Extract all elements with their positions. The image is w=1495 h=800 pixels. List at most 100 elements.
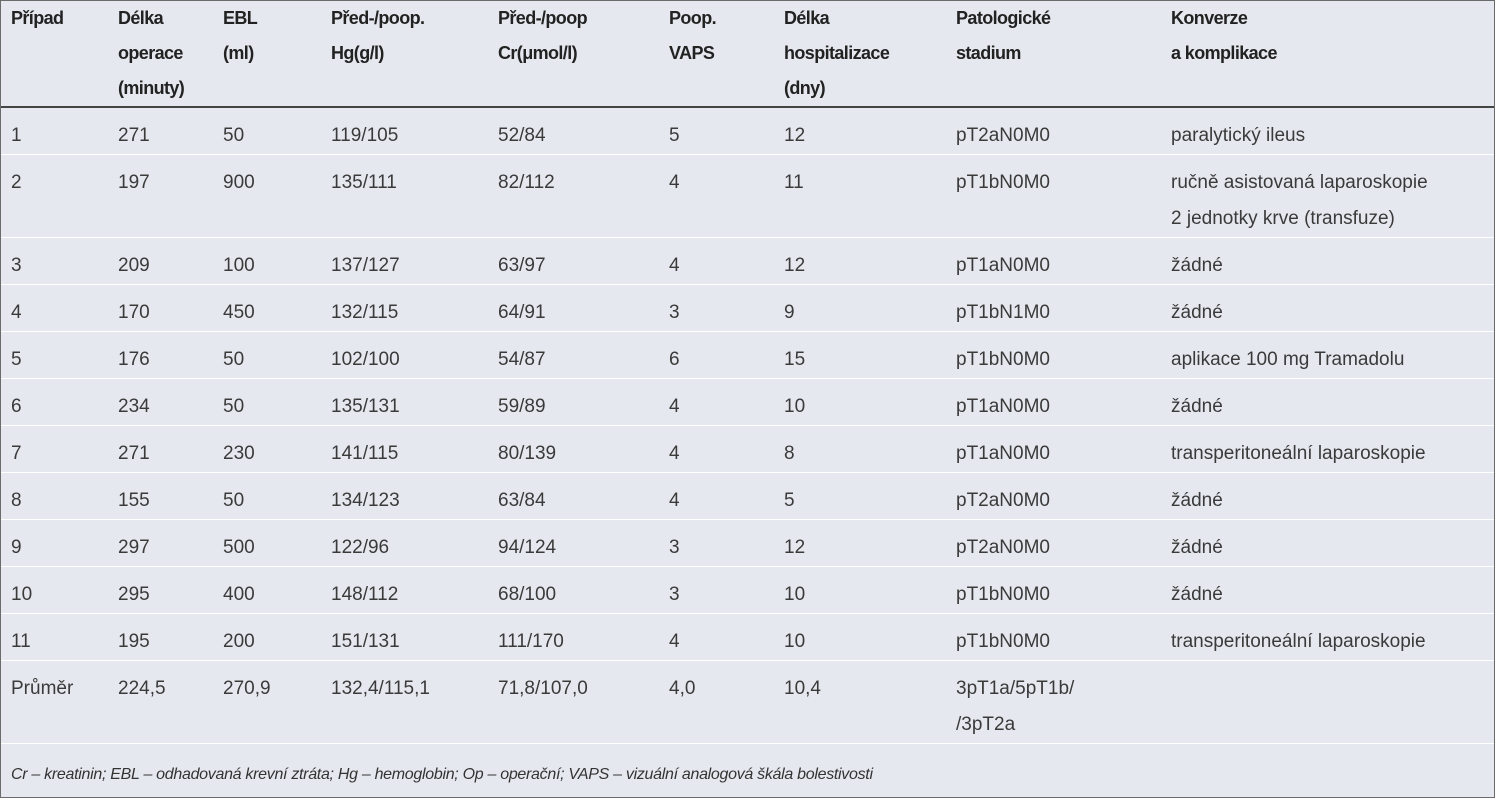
cell-line: Patologické: [956, 8, 1051, 28]
table-cell: 50: [213, 378, 321, 426]
table-row: 10 295 400 148/112 68/100 3 10 pT1bN0M0 žádné: [1, 566, 1494, 614]
cell-line: Případ: [11, 8, 64, 28]
table-cell: 4: [659, 613, 774, 661]
table-cell: 132,4/115,1: [321, 660, 488, 744]
table-cell: aplikace 100 mg Tramadolu: [1161, 331, 1494, 379]
cell-line: (minuty): [118, 78, 185, 98]
table-cell: 54/87: [488, 331, 659, 379]
table-cell: 6: [1, 378, 108, 426]
table-cell: 141/115: [321, 425, 488, 473]
table-cell: 135/131: [321, 378, 488, 426]
table-cell: 170: [108, 284, 213, 332]
table-cell: 155: [108, 472, 213, 520]
table-cell: 64/91: [488, 284, 659, 332]
cell-line: a komplikace: [1171, 43, 1277, 63]
table-cell: 134/123: [321, 472, 488, 520]
table-cell: 3: [659, 284, 774, 332]
table-cell: 900: [213, 154, 321, 238]
table-cell: 82/112: [488, 154, 659, 238]
table-cell: žádné: [1161, 378, 1494, 426]
table-cell: transperitoneální laparoskopie: [1161, 613, 1494, 661]
table-cell: 2: [1, 154, 108, 238]
header-cell: Patologické stadium: [946, 1, 1161, 108]
table-cell: 297: [108, 519, 213, 567]
table-row: 4 170 450 132/115 64/91 3 9 pT1bN1M0 žádné: [1, 284, 1494, 332]
header-cell: Před-/poop. Hg(g/l): [321, 1, 488, 108]
table-cell: pT2aN0M0: [946, 472, 1161, 520]
table-cell: 71,8/107,0: [488, 660, 659, 744]
table-cell: pT2aN0M0: [946, 519, 1161, 567]
table-cell: pT1bN1M0: [946, 284, 1161, 332]
cell-line: hospitalizace: [784, 43, 890, 63]
cell-line: Délka: [784, 8, 830, 28]
table-cell: 4,0: [659, 660, 774, 744]
cell-line: VAPS: [669, 43, 715, 63]
table-cell: 4: [659, 154, 774, 238]
table-cell: 4: [659, 472, 774, 520]
table-cell: 4: [1, 284, 108, 332]
table-cell: 151/131: [321, 613, 488, 661]
cell-line: EBL: [223, 8, 258, 28]
table-cell: 12: [774, 519, 946, 567]
table-cell: 132/115: [321, 284, 488, 332]
table-cell: 10: [1, 566, 108, 614]
table-cell: 52/84: [488, 107, 659, 155]
cell-line: Cr(μmol/l): [498, 43, 578, 63]
table-cell: 5: [1, 331, 108, 379]
table-cell: 6: [659, 331, 774, 379]
table-cell: pT1bN0M0: [946, 566, 1161, 614]
table-row: 7 271 230 141/115 80/139 4 8 pT1aN0M0 transperit…: [1, 425, 1494, 473]
table-cell: 50: [213, 472, 321, 520]
table-row: 3 209 100 137/127 63/97 4 12 pT1aN0M0 žádné: [1, 237, 1494, 285]
table-cell: 209: [108, 237, 213, 285]
table-row: Průměr 224,5 270,9 132,4/115,1 71,8/107,0 4,0…: [1, 660, 1494, 744]
table-cell: 50: [213, 107, 321, 155]
table-cell: pT1bN0M0: [946, 331, 1161, 379]
table-cell: 500: [213, 519, 321, 567]
table-row: 5 176 50 102/100 54/87 6 15 pT1bN0M0 aplikace 10…: [1, 331, 1494, 379]
cell-line: Poop.: [669, 8, 717, 28]
cell-line: /3pT2a: [956, 714, 1016, 735]
table-cell: 12: [774, 237, 946, 285]
table-cell: 224,5: [108, 660, 213, 744]
table-cell: pT1aN0M0: [946, 237, 1161, 285]
table-cell: 80/139: [488, 425, 659, 473]
table-cell: pT2aN0M0: [946, 107, 1161, 155]
cell-line: Před-/poop: [498, 8, 588, 28]
cell-line: Před-/poop.: [331, 8, 425, 28]
table-cell: 3pT1a/5pT1b/ /3pT2a: [946, 660, 1161, 744]
table-cell: transperitoneální laparoskopie: [1161, 425, 1494, 473]
table-cell: paralytický ileus: [1161, 107, 1494, 155]
table-cell: 8: [1, 472, 108, 520]
table-cell: 195: [108, 613, 213, 661]
table-cell: 50: [213, 331, 321, 379]
table-row: 11 195 200 151/131 111/170 4 10 pT1bN0M0 transpe…: [1, 613, 1494, 661]
data-table: Případ Délka operace (minuty) EBL (ml) Před-/p…: [1, 1, 1494, 744]
table-cell: 122/96: [321, 519, 488, 567]
table-cell: 148/112: [321, 566, 488, 614]
table-cell: 4: [659, 425, 774, 473]
cell-line: Hg(g/l): [331, 43, 384, 63]
cell-line: operace: [118, 43, 183, 63]
table-cell: 102/100: [321, 331, 488, 379]
table-cell: žádné: [1161, 237, 1494, 285]
table-cell: 295: [108, 566, 213, 614]
cell-line: 2 jednotky krve (transfuze): [1171, 208, 1395, 229]
table-cell: Průměr: [1, 660, 108, 744]
table-row: 8 155 50 134/123 63/84 4 5 pT2aN0M0 žádné: [1, 472, 1494, 520]
table-cell: 5: [774, 472, 946, 520]
table-cell: 4: [659, 237, 774, 285]
cell-line: 3pT1a/5pT1b/: [956, 678, 1075, 699]
header-cell: Konverze a komplikace: [1161, 1, 1494, 108]
table-cell: 200: [213, 613, 321, 661]
header-cell: Délka operace (minuty): [108, 1, 213, 108]
table-cell: 68/100: [488, 566, 659, 614]
table-cell: žádné: [1161, 284, 1494, 332]
header-cell: Délka hospitalizace (dny): [774, 1, 946, 108]
table-cell: žádné: [1161, 472, 1494, 520]
table-cell: žádné: [1161, 519, 1494, 567]
header-cell: EBL (ml): [213, 1, 321, 108]
table-cell: 7: [1, 425, 108, 473]
table-cell: pT1bN0M0: [946, 613, 1161, 661]
